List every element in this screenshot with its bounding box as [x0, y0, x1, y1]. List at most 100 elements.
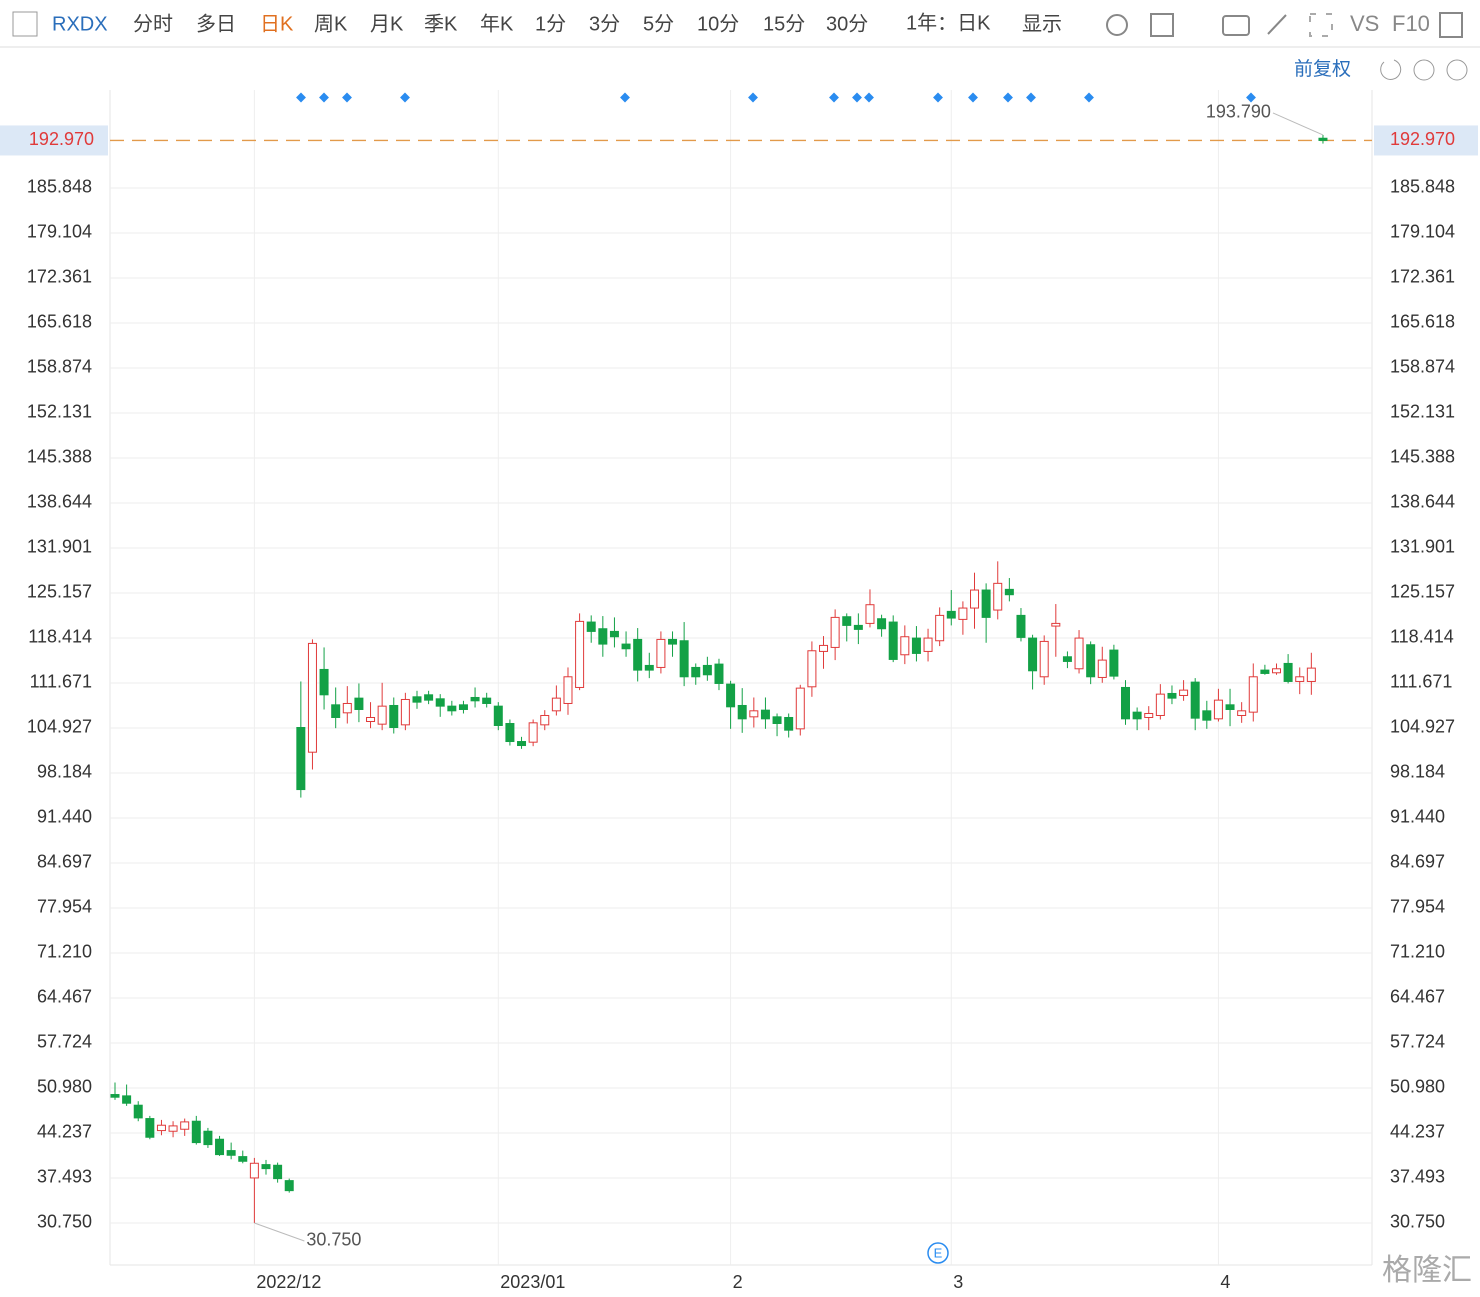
draw-icon[interactable]	[1150, 13, 1174, 37]
tab[interactable]: 分时	[133, 12, 173, 35]
candle-body	[284, 1180, 294, 1192]
candle-body	[110, 1094, 120, 1098]
event-marker[interactable]	[620, 92, 630, 103]
candle-body	[331, 704, 341, 718]
candle-body	[970, 589, 980, 609]
candle-body	[168, 1125, 178, 1132]
y-tick-label-right: 98.184	[1390, 762, 1445, 782]
tab[interactable]: 5分	[643, 12, 674, 35]
y-tick-label-right: 104.927	[1390, 717, 1455, 737]
candle-body	[296, 727, 306, 791]
event-marker[interactable]	[1246, 92, 1256, 103]
y-tick-label-right: 91.440	[1390, 807, 1445, 827]
candle-body	[760, 709, 770, 720]
candle-body	[888, 621, 898, 660]
event-marker[interactable]	[748, 92, 758, 103]
tab[interactable]: 季K	[424, 12, 458, 35]
event-marker[interactable]	[1003, 92, 1013, 103]
y-tick-label: 118.414	[28, 627, 92, 647]
range-select[interactable]: 1年：日K	[906, 11, 991, 34]
pen-icon[interactable]	[1267, 14, 1287, 35]
y-tick-label-right: 71.210	[1390, 942, 1445, 962]
adjust-select[interactable]: 前复权	[1294, 58, 1351, 80]
candle-body	[273, 1164, 283, 1180]
y-tick-label: 77.954	[37, 897, 92, 917]
tab[interactable]: 周K	[314, 13, 348, 35]
candle-body	[133, 1104, 143, 1119]
panel-icon[interactable]	[1439, 12, 1463, 38]
candle-body	[1213, 699, 1223, 720]
candle-body	[923, 637, 933, 652]
candle-body	[679, 640, 689, 678]
candle-body	[1062, 656, 1072, 662]
candle-body	[203, 1130, 213, 1146]
candle-body	[307, 642, 317, 753]
tab[interactable]: 多日	[196, 12, 236, 35]
camera-icon[interactable]	[1222, 15, 1250, 36]
x-tick-label: 2	[733, 1272, 743, 1292]
tab[interactable]: 日K	[260, 13, 294, 35]
candle-body	[424, 694, 434, 701]
zoom-out[interactable]	[1413, 59, 1435, 81]
candle-body	[1318, 137, 1328, 141]
candle-body	[563, 676, 573, 704]
annotation-label: 193.790	[1206, 102, 1271, 122]
tab[interactable]: 30分	[826, 12, 868, 35]
candle-body	[795, 687, 805, 730]
tab[interactable]: 3分	[589, 12, 620, 35]
candle-body	[737, 704, 747, 720]
fullscreen-icon[interactable]	[1309, 13, 1333, 37]
candle-body	[807, 650, 817, 688]
tab[interactable]: 15分	[763, 12, 805, 35]
event-marker[interactable]	[1084, 92, 1094, 103]
f10-button[interactable]: F10	[1392, 11, 1430, 36]
candle-body	[644, 664, 654, 671]
tab[interactable]: 10分	[697, 12, 739, 35]
vs-button[interactable]: VS	[1350, 11, 1379, 36]
candle-body	[215, 1138, 225, 1156]
candle-body	[598, 628, 608, 645]
y-tick-label: 98.184	[37, 762, 92, 782]
event-marker[interactable]	[968, 92, 978, 103]
zoom-in[interactable]	[1446, 59, 1468, 81]
sidebar-toggle[interactable]	[12, 11, 38, 37]
candle-body	[145, 1118, 155, 1138]
y-tick-label: 50.980	[37, 1077, 92, 1097]
candle-body	[993, 582, 1003, 611]
y-tick-label-right: 84.697	[1390, 852, 1445, 872]
x-tick-label: 4	[1220, 1272, 1230, 1292]
event-marker[interactable]	[1026, 92, 1036, 103]
event-marker[interactable]	[829, 92, 839, 103]
annotation-label: 30.750	[306, 1230, 361, 1250]
y-tick-label-right: 77.954	[1390, 897, 1445, 917]
candle-body	[714, 663, 724, 684]
candle-body	[261, 1164, 271, 1170]
event-marker[interactable]	[852, 92, 862, 103]
event-marker[interactable]	[864, 92, 874, 103]
candle-body	[691, 666, 701, 678]
candle-body	[540, 714, 550, 726]
display-select[interactable]: 显示	[1022, 13, 1062, 35]
y-tick-label-right: 30.750	[1390, 1212, 1445, 1232]
annotation-leader	[1272, 112, 1324, 136]
candle-body	[1179, 689, 1189, 696]
candle-body	[772, 716, 782, 724]
event-marker[interactable]	[933, 92, 943, 103]
candle-body	[249, 1162, 259, 1179]
symbol[interactable]: RXDX	[52, 13, 108, 35]
candle-body	[1248, 676, 1258, 713]
earnings-marker[interactable]	[927, 1242, 949, 1264]
tab[interactable]: 月K	[370, 13, 404, 35]
candle-body	[470, 696, 480, 702]
reset-icon[interactable]	[1380, 59, 1402, 80]
candle-body	[1190, 681, 1200, 719]
settings-icon[interactable]	[1106, 14, 1128, 36]
y-tick-label-right: 111.671	[1390, 672, 1452, 692]
tab[interactable]: 1分	[535, 12, 566, 35]
y-tick-label-right: 44.237	[1390, 1122, 1445, 1142]
y-tick-label-right: 125.157	[1390, 582, 1455, 602]
y-tick-label-right: 158.874	[1390, 357, 1455, 377]
candle-body	[505, 722, 515, 743]
tab[interactable]: 年K	[480, 12, 514, 35]
